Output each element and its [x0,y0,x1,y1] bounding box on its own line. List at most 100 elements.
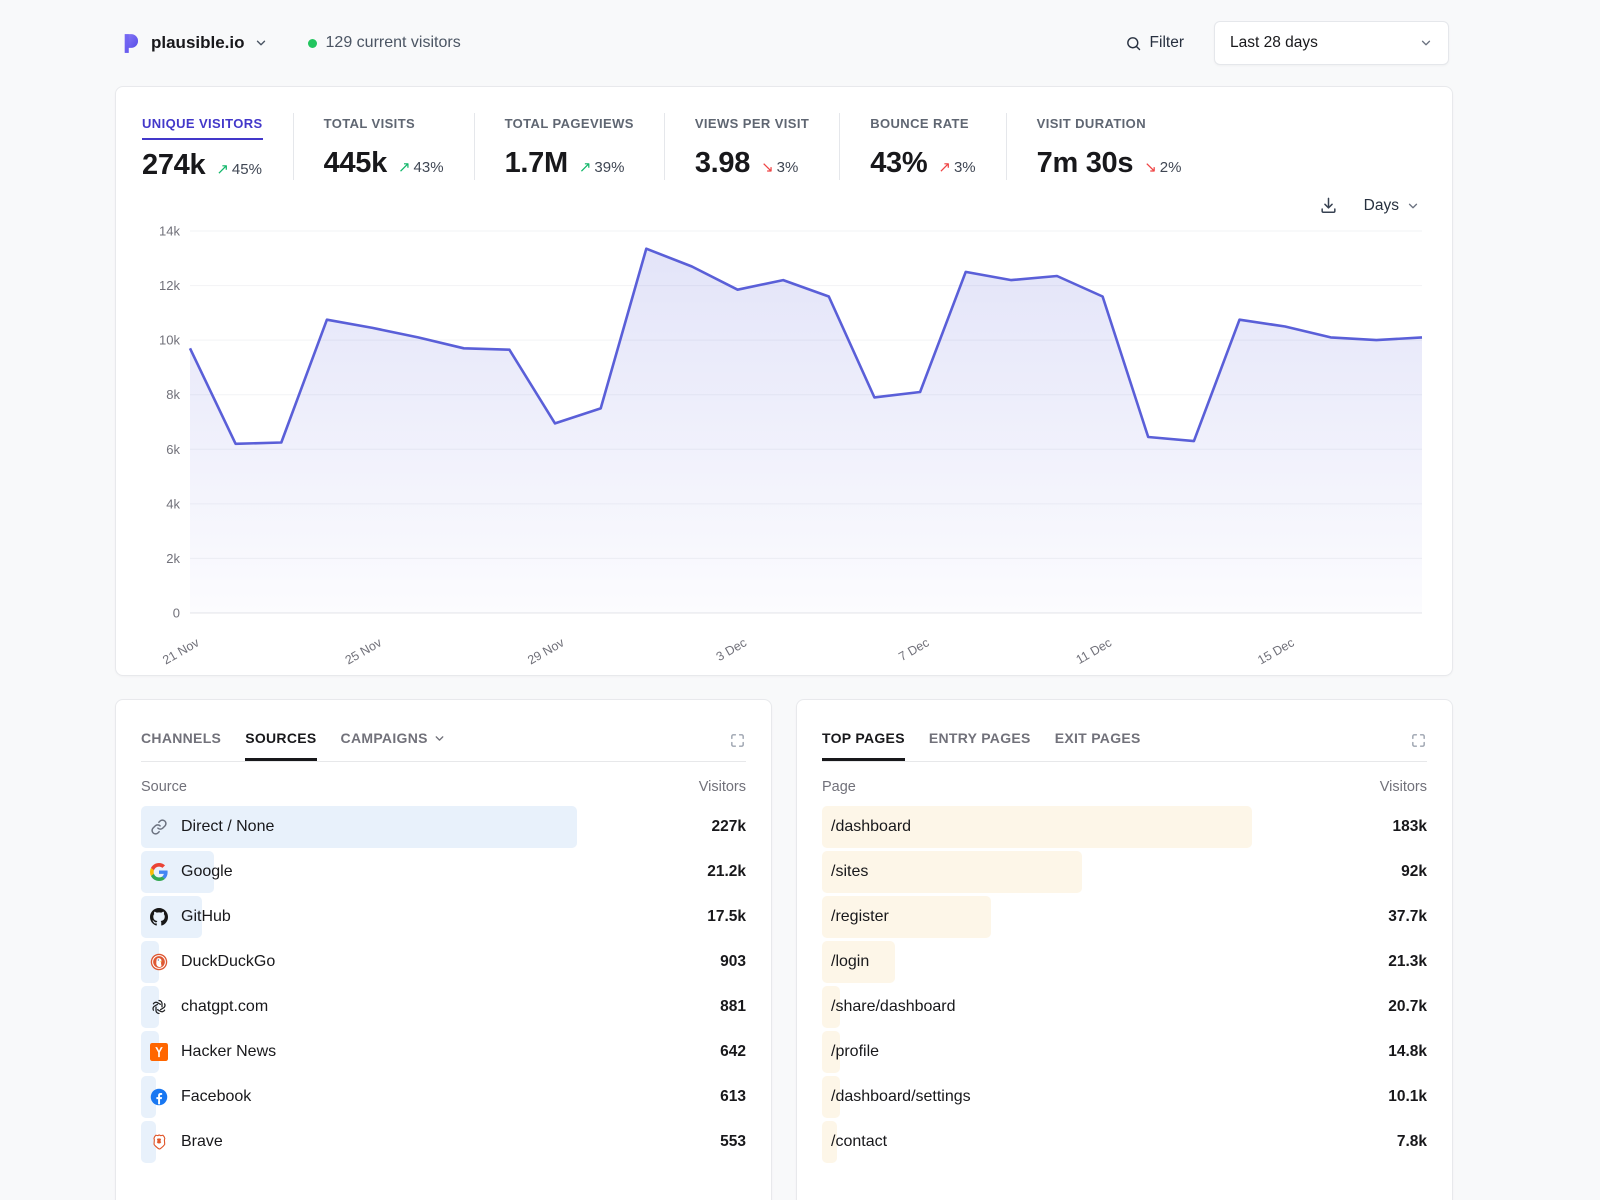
download-button[interactable] [1319,196,1338,215]
metric-value: 7m 30s [1036,147,1134,179]
svg-text:15 Dec: 15 Dec [1255,635,1296,667]
sources-panel: CHANNELS SOURCES CAMPAIGNS Source Visitors Di… [115,699,772,1200]
value-bar [141,1121,157,1163]
list-item[interactable]: chatgpt.com 881 [141,986,746,1028]
tab-top-pages[interactable]: TOP PAGES [822,730,905,761]
item-value: 10.1k [1388,1088,1427,1105]
list-item[interactable]: Google 21.2k [141,851,746,893]
item-value: 37.7k [1388,908,1427,925]
value-bar [141,941,160,983]
list-item[interactable]: GitHub 17.5k [141,896,746,938]
live-dot-icon [307,38,317,48]
expand-button[interactable] [729,730,746,749]
date-range-value: Last 28 days [1230,34,1318,51]
svg-text:6k: 6k [166,442,180,457]
download-icon [1321,197,1336,213]
facebook-icon [150,1088,168,1106]
item-label: chatgpt.com [181,998,269,1015]
item-value: 903 [720,953,746,970]
metric-label: TOTAL PAGEVIEWS [504,116,634,131]
tab-label: ENTRY PAGES [928,730,1031,746]
list-item[interactable]: Hacker News 642 [141,1031,746,1073]
list-item[interactable]: /login 21.3k [822,941,1427,983]
item-value: 17.5k [707,908,746,925]
trend-up-icon: ↗ [938,159,951,176]
list-item[interactable]: /contact 7.8k [822,1121,1427,1163]
svg-text:29 Nov: 29 Nov [525,635,567,667]
github-icon [150,908,168,926]
site-name: plausible.io [151,33,245,52]
value-bar [822,1076,841,1118]
metric-total-visits[interactable]: TOTAL VISITS 445k ↗ 43% [292,113,474,180]
value-bar [822,1121,838,1163]
list-item[interactable]: DuckDuckGo 903 [141,941,746,983]
list-item[interactable]: /register 37.7k [822,896,1427,938]
list-item[interactable]: /profile 14.8k [822,1031,1427,1073]
svg-text:12k: 12k [159,278,180,293]
metrics-row: UNIQUE VISITORS 274k ↗ 45% TOTAL VISITS 445k ↗… [142,113,1426,182]
item-label: /sites [831,863,869,880]
metric-value: 43% [870,147,928,179]
hackernews-icon [150,1043,168,1061]
item-label: /dashboard [831,818,912,835]
trend-up-icon: ↗ [578,159,592,176]
filter-button[interactable]: Filter [1125,34,1184,52]
metric-label: TOTAL VISITS [323,116,416,131]
list-item[interactable]: Brave 553 [141,1121,746,1163]
current-visitors[interactable]: 129 current visitors [307,34,461,52]
link-icon [150,818,168,836]
svg-text:11 Dec: 11 Dec [1074,635,1115,666]
tab-exit-pages[interactable]: EXIT PAGES [1055,730,1141,761]
value-bar [822,1031,841,1073]
metric-change: ↘ 2% [1144,159,1182,176]
list-item[interactable]: /dashboard/settings 10.1k [822,1076,1427,1118]
brave-icon [150,1133,168,1151]
list-item[interactable]: /share/dashboard 20.7k [822,986,1427,1028]
interval-select[interactable]: Days [1364,197,1420,215]
tab-sources[interactable]: SOURCES [245,730,316,761]
breakdown-panels: CHANNELS SOURCES CAMPAIGNS Source Visitors Di… [115,699,1453,1200]
tab-label: SOURCES [245,730,317,746]
list-item[interactable]: /sites 92k [822,851,1427,893]
expand-button[interactable] [1410,730,1427,749]
metric-bounce-rate[interactable]: BOUNCE RATE 43% ↗ 3% [839,113,1005,180]
metric-unique-visitors[interactable]: UNIQUE VISITORS 274k ↗ 45% [142,113,293,182]
site-selector[interactable]: plausible.io [119,32,268,55]
svg-text:21 Nov: 21 Nov [160,635,202,667]
list-item[interactable]: Direct / None 227k [141,806,746,848]
metric-label: VISIT DURATION [1036,116,1146,131]
trend-up-icon: ↗ [216,161,229,178]
metric-label: VIEWS PER VISIT [694,116,810,131]
tab-campaigns[interactable]: CAMPAIGNS [341,730,446,761]
tab-label: CHANNELS [141,730,222,746]
item-value: 881 [720,998,746,1015]
trend-down-icon: ↘ [761,159,774,176]
chart-controls: Days [142,196,1420,215]
metric-change: ↗ 43% [397,159,444,176]
metric-value: 445k [323,147,388,179]
google-icon [150,863,168,881]
item-label: Facebook [181,1088,252,1105]
tab-channels[interactable]: CHANNELS [141,730,221,761]
list-item[interactable]: /dashboard 183k [822,806,1427,848]
metric-change: ↗ 39% [578,159,625,176]
tab-entry-pages[interactable]: ENTRY PAGES [929,730,1031,761]
svg-text:4k: 4k [166,496,180,511]
visitors-area-chart[interactable]: 0 2k 4k 6k 8k 10k 12k 14k 21 Nov 25 Nov 29 Nov 3 De… [142,217,1426,669]
value-bar [141,1076,157,1118]
date-range-select[interactable]: Last 28 days [1214,21,1449,65]
metric-visit-duration[interactable]: VISIT DURATION 7m 30s ↘ 2% [1005,113,1212,180]
tab-label: TOP PAGES [822,730,905,746]
value-bar [141,806,577,848]
item-value: 21.3k [1388,953,1427,970]
metric-value: 274k [142,149,206,181]
item-label: DuckDuckGo [181,953,276,970]
metric-total-pageviews[interactable]: TOTAL PAGEVIEWS 1.7M ↗ 39% [473,113,664,180]
item-value: 14.8k [1388,1043,1427,1060]
list-item[interactable]: Facebook 613 [141,1076,746,1118]
item-label: GitHub [181,908,231,925]
metric-views-per-visit[interactable]: VIEWS PER VISIT 3.98 ↘ 3% [663,113,839,180]
item-label: Brave [181,1133,223,1150]
item-value: 21.2k [707,863,746,880]
item-value: 642 [720,1043,746,1060]
